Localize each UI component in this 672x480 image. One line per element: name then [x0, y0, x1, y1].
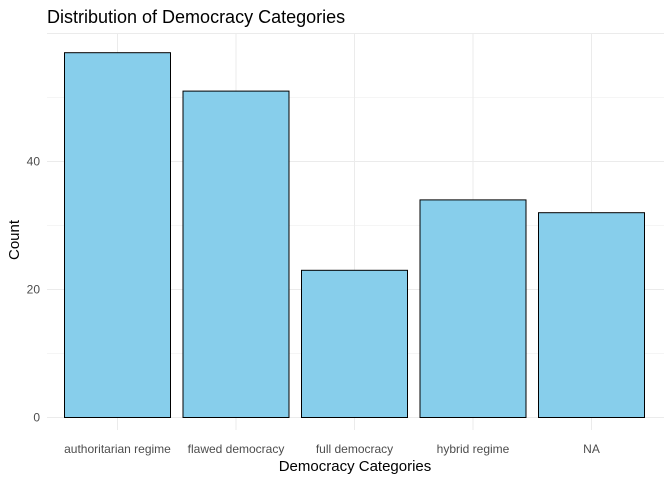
bar-full-democracy — [301, 269, 408, 418]
x-tick-label: hybrid regime — [437, 442, 510, 456]
x-tick-label: authoritarian regime — [64, 442, 171, 456]
y-axis-label: Count — [6, 219, 23, 260]
x-tick-label: NA — [583, 442, 600, 456]
y-axis-ticks: 0 20 40 — [27, 155, 41, 425]
x-axis-label: Democracy Categories — [279, 458, 432, 475]
x-tick-label: full democracy — [316, 442, 393, 456]
bar-flawed-democracy — [182, 90, 290, 418]
bar-na — [538, 212, 645, 418]
y-tick-label: 20 — [27, 283, 41, 297]
y-tick-label: 40 — [27, 155, 41, 169]
bar-hybrid-regime — [419, 199, 527, 418]
x-axis-ticks: authoritarian regime flawed democracy full… — [64, 442, 600, 456]
bars — [64, 52, 645, 418]
y-tick-label: 0 — [33, 411, 40, 425]
chart-title: Distribution of Democracy Categories — [47, 7, 345, 27]
x-tick-label: flawed democracy — [188, 442, 285, 456]
bar-authoritarian-regime — [64, 52, 171, 418]
